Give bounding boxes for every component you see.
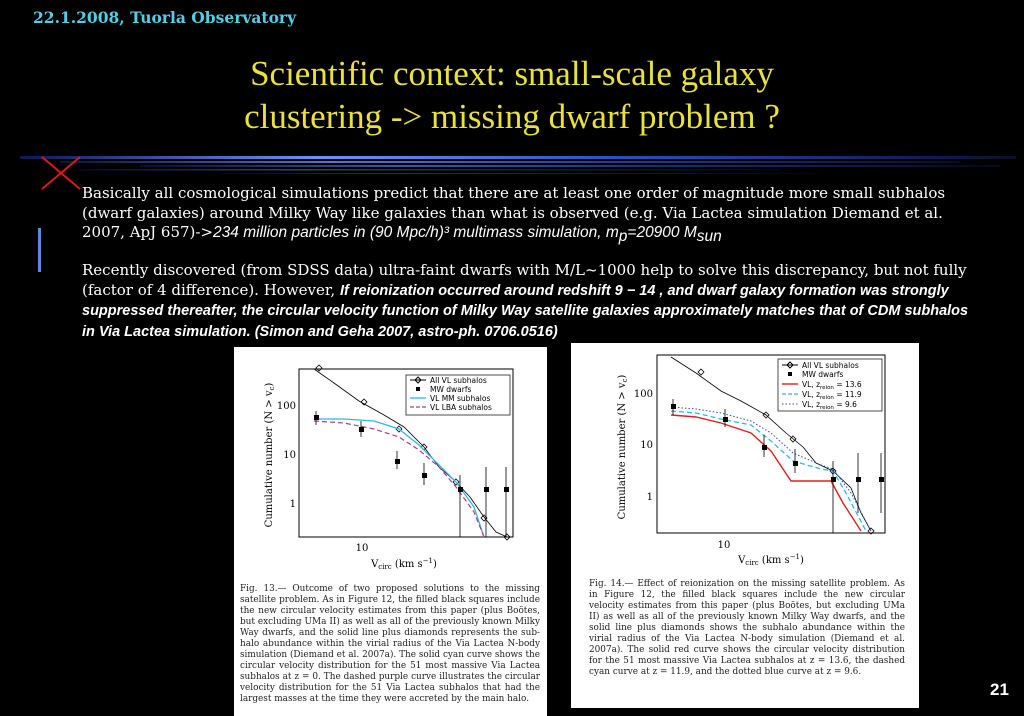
figure-14: 100 10 1 10 Cumulative number (N > vc) V… [571, 343, 919, 708]
paragraph-1: Basically all cosmological simulations p… [82, 184, 972, 247]
para1-sub-p: p [618, 228, 628, 245]
fig14-legend-box [777, 358, 883, 412]
svg-text:All VL subhalos: All VL subhalos [430, 376, 487, 385]
svg-text:VL, zreion = 9.6: VL, zreion = 9.6 [802, 400, 857, 411]
svg-text:MW dwarfs: MW dwarfs [430, 385, 471, 394]
paragraph-2: Recently discovered (from SDSS data) ult… [82, 261, 972, 342]
fig14-xtick-10: 10 [718, 540, 731, 551]
slide-title: Scientific context: small-scale galaxy c… [0, 52, 1024, 138]
figure-13-caption: Fig. 13.— Outcome of two proposed soluti… [240, 584, 540, 704]
fig13-xtick-10: 10 [356, 543, 369, 554]
para1-sub-sun: sun [696, 228, 722, 245]
fig13-ytick-1: 1 [290, 499, 296, 510]
figure-14-caption: Fig. 14.— Effect of reionization on the … [589, 579, 905, 677]
para2-text: Recently discovered (from SDSS data) ult… [82, 261, 967, 299]
fig13-mw-points [314, 415, 509, 492]
fig13-plot-frame [298, 368, 514, 538]
fig13-ytick-10: 10 [283, 450, 296, 461]
fig14-plot-frame [656, 354, 886, 534]
figure-14-plot: 100 10 1 10 Cumulative number (N > vc) V… [617, 354, 886, 567]
header-date-location: 22.1.2008, Tuorla Observatory [33, 8, 297, 27]
fig14-blue-curve [670, 406, 872, 532]
svg-text:All VL subhalos: All VL subhalos [802, 361, 859, 370]
red-cross-icon [41, 156, 81, 190]
fig14-errorbars [672, 399, 882, 533]
svg-text:MW dwarfs: MW dwarfs [802, 370, 843, 379]
fig13-errorbars [315, 411, 507, 537]
svg-text:VL MM subhalos: VL MM subhalos [430, 394, 490, 403]
fig13-ytick-100: 100 [277, 401, 296, 412]
slide-title-line2: clustering -> missing dwarf problem ? [244, 97, 780, 136]
fig14-red-curve [670, 414, 862, 532]
fig13-purple-curve [313, 420, 485, 538]
fig14-legend: All VL subhalos MW dwarfs VL, zreion = 1… [782, 361, 862, 411]
para2-bold: If reionization occurred around redshift… [82, 282, 969, 340]
fig14-xlabel: Vcirc (km s−1) [737, 553, 804, 567]
fig14-ytick-1: 1 [647, 492, 653, 503]
figure-13-plot: 100 10 1 10 Cumulative number (N > vc) V… [264, 364, 514, 571]
svg-text:VL LBA subhalos: VL LBA subhalos [430, 403, 492, 412]
fig14-ytick-100: 100 [634, 389, 653, 400]
fig14-ytick-10: 10 [640, 440, 653, 451]
decorative-bar [38, 228, 41, 272]
page-number: 21 [990, 680, 1009, 699]
para1-text: Basically all cosmological simulations p… [82, 184, 946, 241]
fig13-legend-box [405, 374, 511, 416]
fig13-legend: All VL subhalos MW dwarfs VL MM subhalos… [410, 376, 492, 412]
fig13-xlabel: Vcirc (km s−1) [370, 557, 437, 571]
fig13-cyan-curve [314, 418, 485, 538]
svg-text:VL, zreion = 13.6: VL, zreion = 13.6 [802, 380, 862, 391]
fig14-ylabel: Cumulative number (N > vc) [617, 375, 629, 520]
fig14-mw-points [671, 404, 884, 482]
para1-eq: =20900 M [627, 224, 697, 241]
para1-italic: 234 million particles in (90 Mpc/h)³ mul… [213, 224, 619, 241]
slide-title-line1: Scientific context: small-scale galaxy [250, 54, 774, 93]
fig13-ylabel: Cumulative number (N > vc) [264, 383, 276, 528]
svg-text:VL, zreion = 11.9: VL, zreion = 11.9 [802, 390, 862, 401]
fig14-cyan-curve [670, 410, 867, 532]
figure-13: 100 10 1 10 Cumulative number (N > vc) V… [234, 347, 547, 716]
decorative-divider [20, 156, 1016, 174]
